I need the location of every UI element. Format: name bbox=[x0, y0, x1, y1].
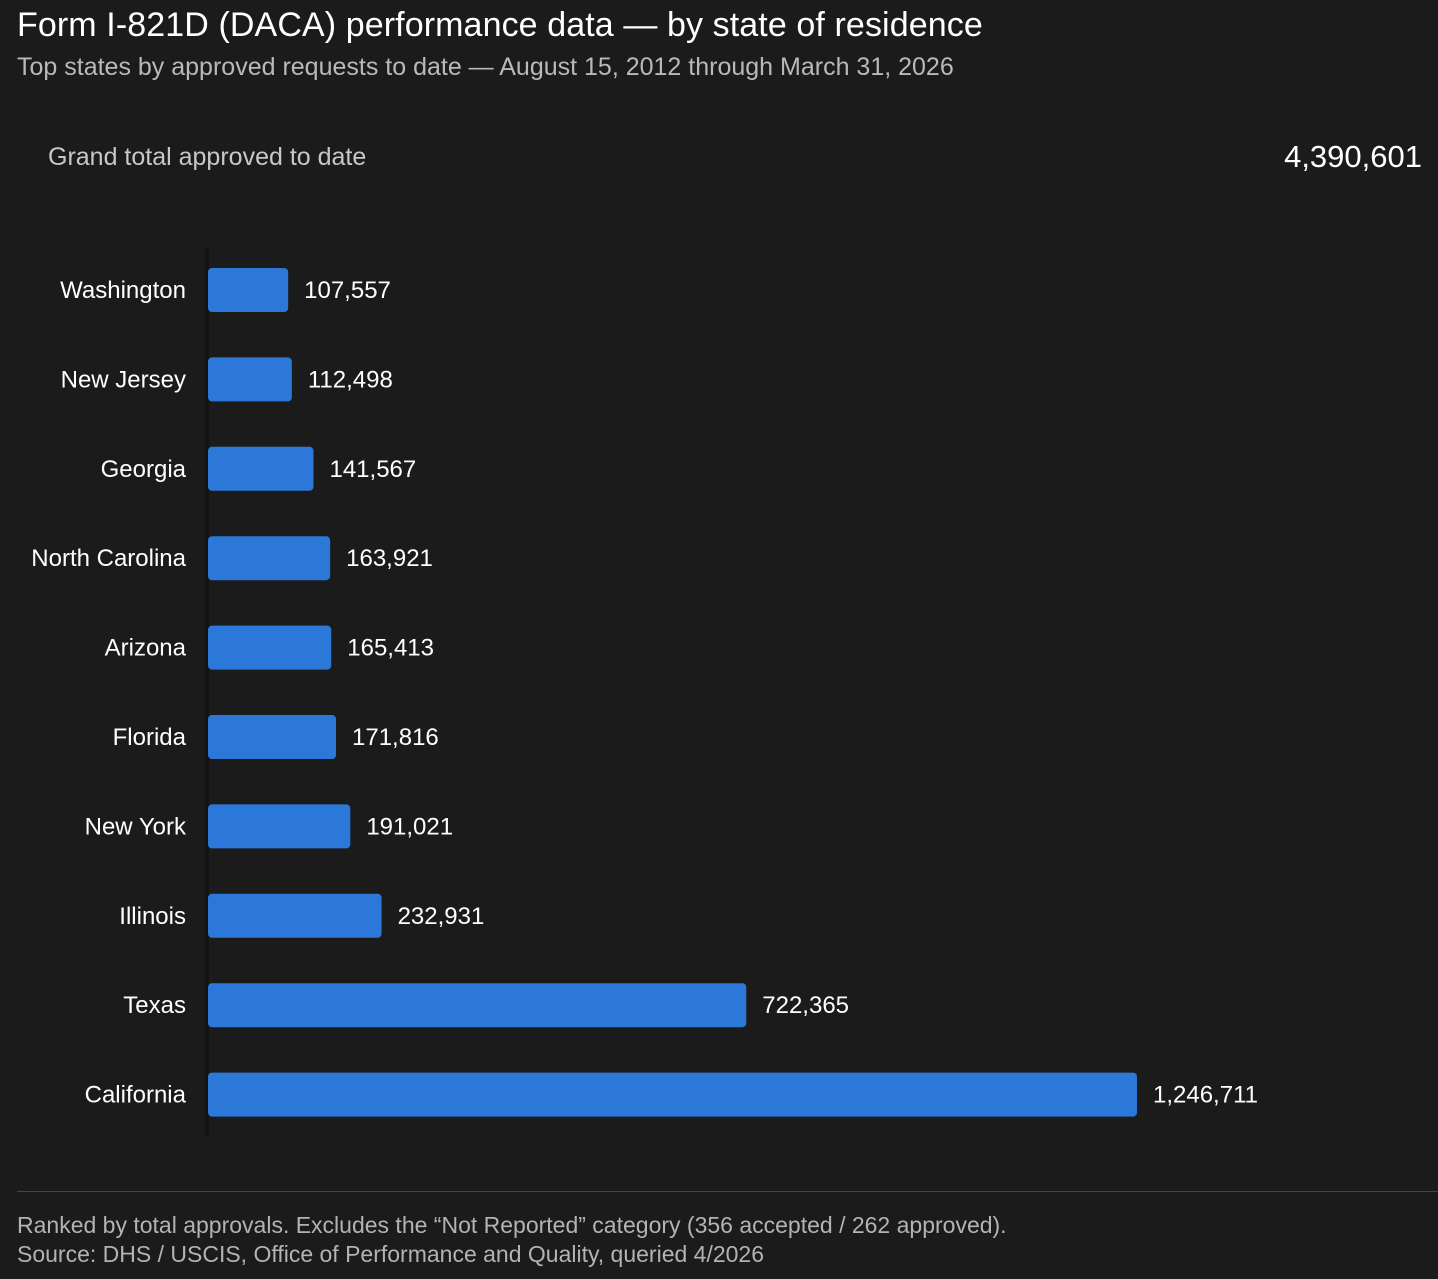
footer-divider bbox=[17, 1191, 1438, 1192]
bar bbox=[208, 446, 314, 491]
footer-source: Source: DHS / USCIS, Office of Performan… bbox=[17, 1241, 765, 1267]
chart-title: Form I-821D (DACA) performance data — by… bbox=[17, 6, 983, 44]
value-label: 141,567 bbox=[329, 456, 416, 483]
value-label: 171,816 bbox=[352, 724, 439, 751]
value-label: 191,021 bbox=[366, 813, 453, 840]
bar bbox=[208, 536, 331, 581]
bar bbox=[208, 983, 747, 1028]
category-label: New York bbox=[85, 813, 187, 840]
category-label: North Carolina bbox=[31, 545, 186, 572]
value-label: 163,921 bbox=[346, 545, 433, 572]
bar bbox=[208, 893, 382, 938]
bar bbox=[208, 715, 337, 759]
category-label: California bbox=[85, 1082, 187, 1109]
bar bbox=[208, 357, 292, 402]
category-label: Georgia bbox=[101, 456, 187, 483]
grand-total-value: 4,390,601 bbox=[1284, 139, 1422, 174]
bar bbox=[208, 804, 351, 849]
value-label: 112,498 bbox=[308, 366, 393, 393]
category-label: Florida bbox=[113, 724, 187, 751]
value-label: 722,365 bbox=[762, 992, 849, 1019]
bar bbox=[208, 268, 289, 312]
category-label: Washington bbox=[60, 277, 186, 304]
footer-note: Ranked by total approvals. Excludes the … bbox=[17, 1212, 1007, 1238]
bar-chart: Washington 107,557 New Jersey 112,498 Georgi… bbox=[31, 248, 1258, 1137]
category-label: New Jersey bbox=[61, 366, 186, 393]
value-label: 107,557 bbox=[304, 277, 391, 304]
value-label: 232,931 bbox=[398, 903, 485, 930]
bar bbox=[208, 625, 332, 670]
value-label: 1,246,711 bbox=[1153, 1082, 1258, 1109]
grand-total-label: Grand total approved to date bbox=[48, 143, 367, 171]
category-label: Arizona bbox=[105, 635, 187, 662]
category-label: Illinois bbox=[119, 903, 186, 930]
value-label: 165,413 bbox=[347, 635, 434, 662]
category-label: Texas bbox=[123, 992, 186, 1019]
chart-subtitle: Top states by approved requests to date … bbox=[17, 53, 954, 81]
bar bbox=[208, 1072, 1137, 1117]
